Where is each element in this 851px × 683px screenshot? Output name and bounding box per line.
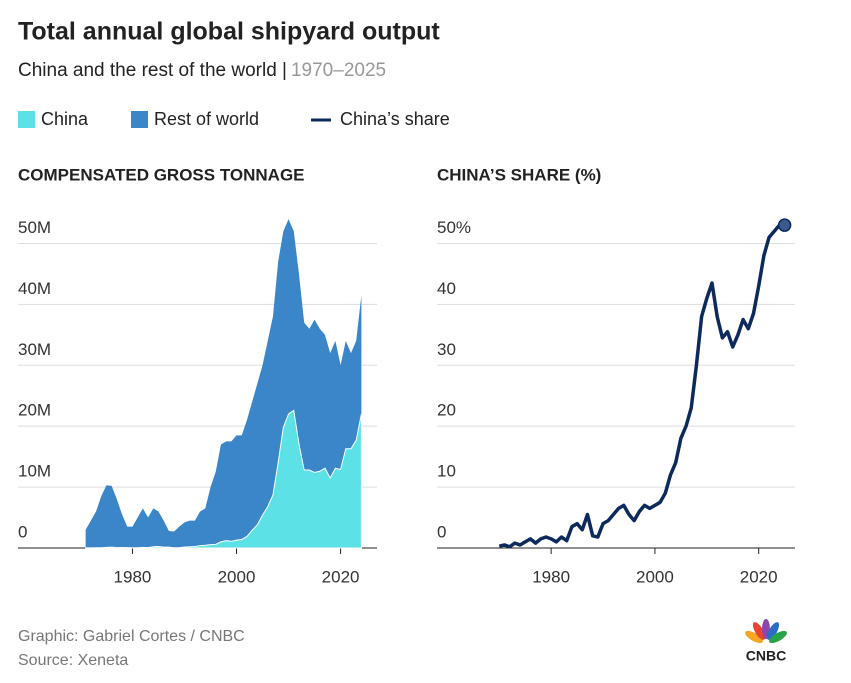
legend-label: Rest of world [154,109,259,129]
chart-title: COMPENSATED GROSS TONNAGE [18,165,305,184]
y-tick-label: 0 [437,522,446,541]
line [498,223,785,549]
x-tick-label: 2020 [740,567,778,586]
source: Source: Xeneta [18,652,128,669]
credit: Graphic: Gabriel Cortes / CNBC [18,628,245,645]
y-tick-label: 0 [18,522,27,541]
x-tick-label: 2000 [636,567,674,586]
y-tick-label: 40M [18,279,51,298]
x-tick-label: 1980 [532,567,570,586]
y-tick-label: 10M [18,462,51,481]
end-marker [777,218,792,232]
legend-label: China [41,109,89,129]
legend: China Rest of world China’s share [18,109,450,129]
area [85,409,362,549]
logo-feather [745,630,763,644]
y-tick-label: 50% [437,218,471,237]
logo: CNBC [745,619,787,664]
chart-title: CHINA’S SHARE (%) [437,165,601,184]
y-tick-label: 10 [437,462,456,481]
y-tick-label: 20M [18,401,51,420]
y-tick-label: 20 [437,401,456,420]
y-tick-label: 50M [18,218,51,237]
area [85,219,362,548]
x-tick-label: 1980 [114,567,152,586]
x-tick-label: 2020 [322,567,360,586]
legend-swatch [131,111,148,128]
title: Total annual global shipyard output [18,18,440,46]
plot: 0 10 20 30 40 50% 1980 2000 2020 [437,218,795,586]
logo-feather [766,622,780,640]
logo-feather [769,630,787,644]
plot: 0 10M 20M 30M 40M 50M 1980 2000 2020 [18,218,377,586]
y-tick-label: 40 [437,279,456,298]
y-tick-label: 30M [18,340,51,359]
subtitle-text: China and the rest of the world | [18,60,287,81]
subtitle: China and the rest of the world | 1970–20… [18,60,386,81]
x-tick-label: 2000 [218,567,256,586]
legend-label: China’s share [340,109,450,129]
logo-text: CNBC [746,648,786,664]
legend-swatch [18,111,35,128]
logo-feather [752,622,766,640]
date-range: 1970–2025 [291,60,386,81]
y-tick-label: 30 [437,340,456,359]
